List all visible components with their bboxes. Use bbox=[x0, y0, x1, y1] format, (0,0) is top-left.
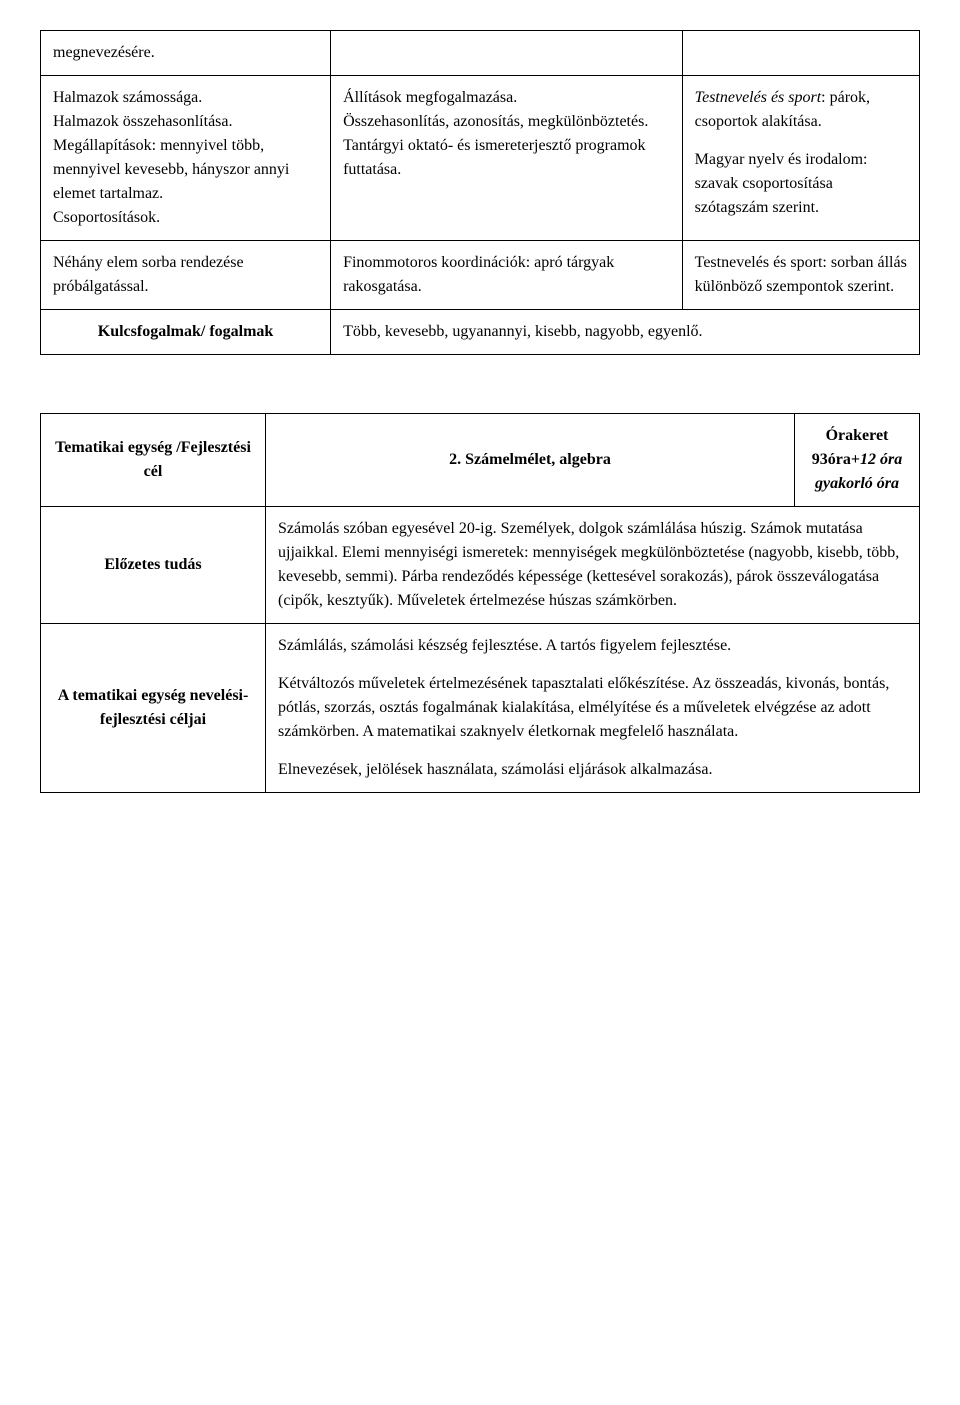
cell-topic: megnevezésére. bbox=[41, 31, 331, 76]
cell-activity bbox=[331, 31, 683, 76]
table-row: Halmazok számossága. Halmazok összehason… bbox=[41, 76, 920, 241]
goals-paragraph: Számlálás, számolási készség fejlesztése… bbox=[278, 634, 907, 658]
spacer bbox=[40, 373, 920, 413]
cell-topic: Halmazok számossága. Halmazok összehason… bbox=[41, 76, 331, 241]
table-row: Tematikai egység /Fejlesztési cél 2. Szá… bbox=[41, 414, 920, 507]
label-goals: A tematikai egység nevelési-fejlesztési … bbox=[41, 624, 266, 793]
goals-paragraph: Elnevezések, jelölések használata, számo… bbox=[278, 758, 907, 782]
text: Állítások megfogalmazása. Összehasonlítá… bbox=[343, 86, 670, 182]
table-row: Kulcsfogalmak/ fogalmak Több, kevesebb, … bbox=[41, 310, 920, 355]
text: Testnevelés és sport: párok, csoportok a… bbox=[695, 86, 907, 134]
cell-goals-content: Számlálás, számolási készség fejlesztése… bbox=[266, 624, 920, 793]
table-row: Néhány elem sorba rendezése próbálgatáss… bbox=[41, 241, 920, 310]
unit-title: 2. Számelmélet, algebra bbox=[266, 414, 795, 507]
text: Halmazok számossága. Halmazok összehason… bbox=[53, 86, 318, 230]
cell-activity: Finommotoros koordinációk: apró tárgyak … bbox=[331, 241, 683, 310]
text: 93óra+ bbox=[812, 451, 860, 468]
table-row: A tematikai egység nevelési-fejlesztési … bbox=[41, 624, 920, 793]
cell-links bbox=[682, 31, 919, 76]
hours-value: 93óra+12 óra gyakorló óra bbox=[807, 448, 907, 496]
table-row: Előzetes tudás Számolás szóban egyesével… bbox=[41, 507, 920, 624]
cell-key-concepts-content: Több, kevesebb, ugyanannyi, kisebb, nagy… bbox=[331, 310, 920, 355]
label-thematic-unit: Tematikai egység /Fejlesztési cél bbox=[41, 414, 266, 507]
cell-prior-knowledge-content: Számolás szóban egyesével 20-ig. Személy… bbox=[266, 507, 920, 624]
italic-text: Testnevelés és sport bbox=[695, 89, 822, 106]
label-key-concepts: Kulcsfogalmak/ fogalmak bbox=[41, 310, 331, 355]
cell-links: Testnevelés és sport: sorban állás külön… bbox=[682, 241, 919, 310]
table-row: megnevezésére. bbox=[41, 31, 920, 76]
unit-hours: Órakeret 93óra+12 óra gyakorló óra bbox=[795, 414, 920, 507]
cell-links: Testnevelés és sport: párok, csoportok a… bbox=[682, 76, 919, 241]
table-curriculum-2: Tematikai egység /Fejlesztési cél 2. Szá… bbox=[40, 413, 920, 793]
goals-paragraph: Kétváltozós műveletek értelmezésének tap… bbox=[278, 672, 907, 744]
cell-topic: Néhány elem sorba rendezése próbálgatáss… bbox=[41, 241, 331, 310]
text: Magyar nyelv és irodalom: szavak csoport… bbox=[695, 148, 907, 220]
hours-label: Órakeret bbox=[807, 424, 907, 448]
label-prior-knowledge: Előzetes tudás bbox=[41, 507, 266, 624]
cell-activity: Állítások megfogalmazása. Összehasonlítá… bbox=[331, 76, 683, 241]
table-curriculum-1: megnevezésére. Halmazok számossága. Halm… bbox=[40, 30, 920, 355]
